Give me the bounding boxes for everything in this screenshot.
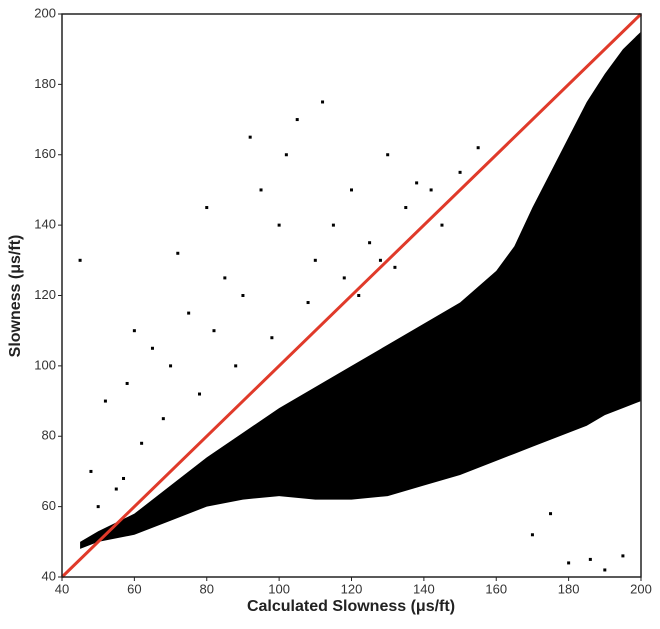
x-tick-label: 120	[341, 581, 363, 596]
density-cloud	[80, 31, 641, 549]
scatter-point	[234, 364, 238, 368]
scatter-point	[321, 100, 325, 104]
x-tick-label: 100	[268, 581, 290, 596]
scatter-point	[429, 188, 433, 192]
scatter-point	[393, 265, 397, 269]
scatter-point	[313, 258, 317, 262]
scatter-point	[476, 146, 480, 150]
y-tick-label: 140	[34, 217, 56, 232]
y-tick-label: 60	[42, 498, 56, 513]
x-tick-label: 200	[630, 581, 652, 596]
scatter-point	[331, 223, 335, 227]
scatter-point	[350, 188, 353, 192]
scatter-point	[494, 417, 498, 421]
scatter-point	[357, 294, 361, 297]
scatter-point	[132, 329, 136, 333]
y-axis-title: Slowness (μs/ft)	[7, 235, 24, 358]
x-tick-label: 140	[413, 581, 435, 596]
x-tick-label: 180	[558, 581, 580, 596]
scatter-point	[140, 441, 144, 445]
scatter-point	[342, 276, 346, 280]
scatter-point	[212, 329, 216, 333]
scatter-point	[284, 153, 288, 157]
scatter-point	[205, 206, 209, 210]
x-tick-label: 60	[127, 581, 141, 596]
reference-line	[60, 12, 643, 579]
scatter-point	[295, 118, 299, 122]
scatter-point	[306, 301, 310, 305]
scatter-point	[176, 251, 180, 255]
x-axis-title: Calculated Slowness (μs/ft)	[247, 598, 455, 615]
scatter-point	[567, 561, 571, 565]
scatter-point	[458, 170, 462, 174]
scatter-point	[169, 364, 173, 368]
y-tick-label: 160	[34, 146, 56, 161]
scatter-point	[125, 381, 129, 385]
x-tick-label: 40	[55, 581, 69, 596]
scatter-point	[223, 276, 227, 280]
scatter-point	[530, 533, 534, 537]
scatter-point	[89, 469, 93, 473]
scatter-point	[270, 336, 274, 340]
scatter-point	[549, 512, 553, 516]
scatter-point	[440, 223, 444, 227]
y-tick-label: 180	[34, 76, 56, 91]
scatter-point	[96, 505, 100, 509]
scatter-point	[161, 417, 165, 421]
scatter-point	[277, 223, 281, 227]
y-tick-label: 120	[34, 287, 56, 302]
scatter-point	[621, 554, 625, 558]
x-tick-label: 80	[200, 581, 214, 596]
scatter-point	[248, 135, 252, 139]
scatter-point	[187, 311, 191, 315]
scatter-point	[404, 206, 408, 210]
scatter-point	[122, 476, 126, 480]
scatter-point	[386, 153, 390, 157]
scatter-point	[368, 241, 372, 245]
scatter-point	[415, 181, 419, 185]
scatter-point	[150, 346, 154, 350]
y-tick-label: 40	[42, 568, 56, 583]
scatter-point	[103, 399, 107, 403]
scatter-point	[259, 188, 263, 192]
y-tick-label: 200	[34, 5, 56, 20]
scatter-point	[241, 294, 245, 297]
scatter-point	[378, 258, 382, 262]
scatter-point	[198, 392, 202, 396]
scatter-point	[603, 568, 607, 572]
y-tick-label: 80	[42, 428, 56, 443]
scatter-point	[78, 258, 82, 262]
x-tick-label: 160	[485, 581, 507, 596]
scatter-point	[114, 487, 118, 491]
scatter-point	[588, 557, 592, 561]
y-tick-label: 100	[34, 357, 56, 372]
